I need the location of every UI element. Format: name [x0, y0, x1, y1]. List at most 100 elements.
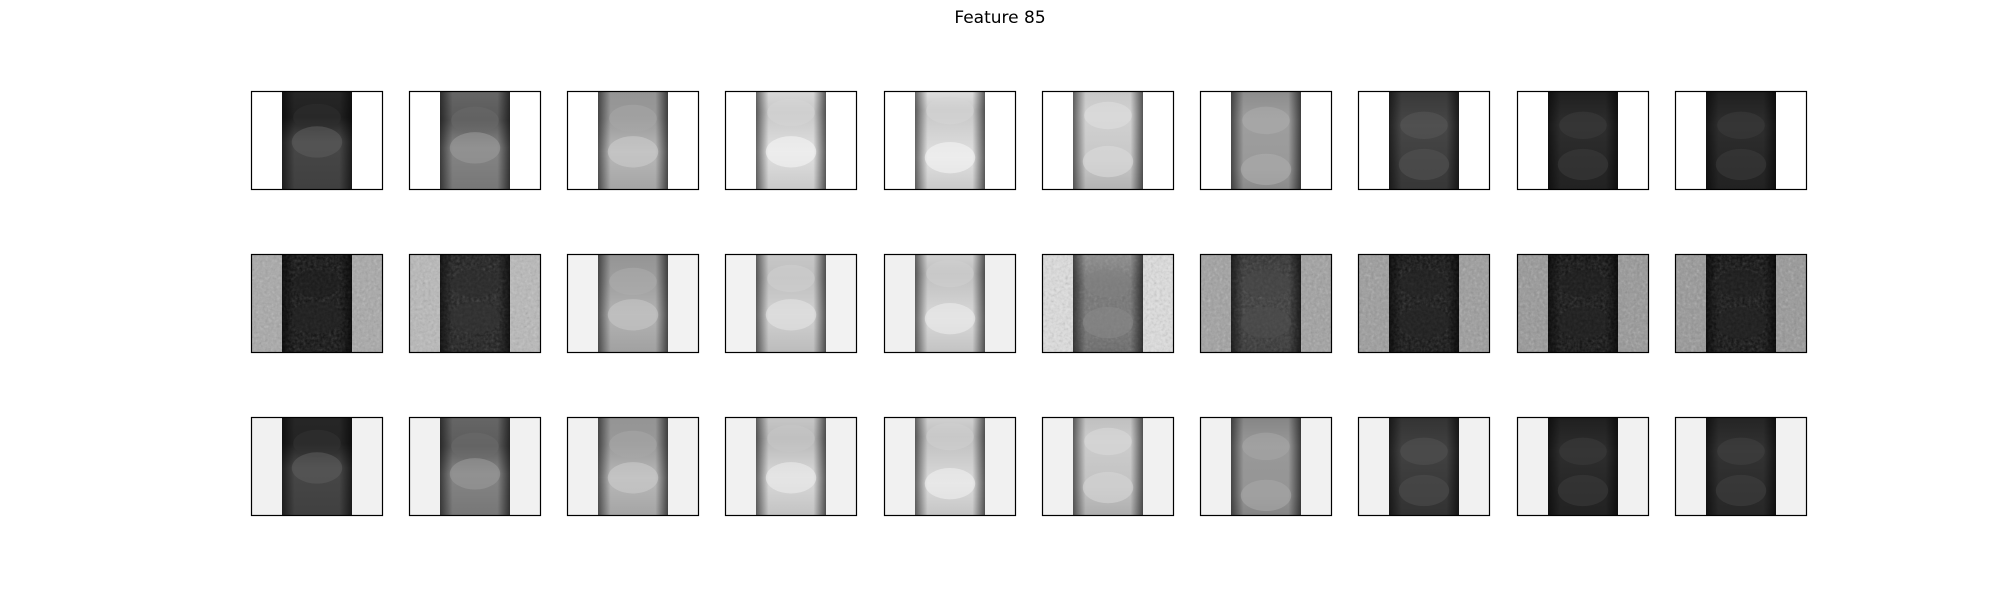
upper-lobe	[1717, 269, 1765, 298]
cell-frame	[1041, 416, 1175, 517]
lower-lobe	[1557, 306, 1609, 339]
cell-frame	[724, 253, 858, 354]
lower-lobe	[291, 452, 343, 484]
row-1-cell-10	[1674, 90, 1808, 191]
row-3-cell-10	[1674, 416, 1808, 517]
lower-lobe	[449, 458, 501, 490]
row-3-cell-3	[566, 416, 700, 517]
cell-frame	[1516, 90, 1650, 191]
cell-frame	[1199, 253, 1333, 354]
lower-lobe	[1398, 148, 1450, 181]
upper-lobe	[609, 267, 657, 296]
lower-lobe	[1715, 148, 1767, 181]
lower-lobe	[291, 126, 343, 158]
row-2-cell-4	[724, 253, 858, 354]
cell-frame	[1674, 90, 1808, 191]
row-1-cell-9	[1516, 90, 1650, 191]
lower-lobe	[924, 467, 976, 500]
row-1-cell-8	[1357, 90, 1491, 191]
upper-lobe	[1084, 427, 1132, 456]
lower-lobe	[291, 302, 343, 334]
cell-frame	[724, 90, 858, 191]
upper-lobe	[609, 430, 657, 459]
lower-lobe	[1082, 145, 1134, 178]
upper-lobe	[1559, 111, 1607, 140]
upper-lobe	[1717, 437, 1765, 466]
upper-lobe	[293, 429, 341, 458]
lower-lobe	[765, 462, 817, 494]
cell-frame	[883, 416, 1017, 517]
lower-lobe	[1715, 306, 1767, 339]
lower-lobe	[1398, 474, 1450, 507]
row-1-cell-2	[408, 90, 542, 191]
upper-lobe	[926, 422, 974, 451]
row-3-cell-8	[1357, 416, 1491, 517]
upper-lobe	[451, 432, 499, 461]
upper-lobe	[1717, 111, 1765, 140]
upper-lobe	[451, 269, 499, 298]
cell-frame	[566, 90, 700, 191]
upper-lobe	[1084, 269, 1132, 298]
row-3-cell-1	[250, 416, 384, 517]
lower-lobe	[1715, 474, 1767, 507]
lower-lobe	[1240, 153, 1292, 186]
row-2-cell-5	[883, 253, 1017, 354]
upper-lobe	[1242, 432, 1290, 461]
upper-lobe	[926, 96, 974, 125]
cell-frame	[566, 416, 700, 517]
row-2-cell-2	[408, 253, 542, 354]
upper-lobe	[609, 104, 657, 133]
cell-frame	[1516, 416, 1650, 517]
row-2-cell-6	[1041, 253, 1175, 354]
lower-lobe	[1557, 148, 1609, 181]
lower-lobe	[1240, 479, 1292, 512]
cell-frame	[1199, 90, 1333, 191]
cell-frame	[1357, 90, 1491, 191]
row-3-cell-2	[408, 416, 542, 517]
cell-frame	[1516, 253, 1650, 354]
row-1-cell-7	[1199, 90, 1333, 191]
upper-lobe	[1400, 111, 1448, 140]
cell-frame	[1357, 253, 1491, 354]
cell-frame	[1041, 253, 1175, 354]
upper-lobe	[1559, 269, 1607, 298]
row-1-cell-6	[1041, 90, 1175, 191]
cell-frame	[1674, 416, 1808, 517]
row-1-cell-5	[883, 90, 1017, 191]
row-2-cell-9	[1516, 253, 1650, 354]
upper-lobe	[293, 103, 341, 132]
upper-lobe	[1400, 437, 1448, 466]
lower-lobe	[924, 303, 976, 335]
upper-lobe	[1559, 437, 1607, 466]
cell-frame	[883, 90, 1017, 191]
lower-lobe	[607, 462, 659, 494]
lower-lobe	[607, 136, 659, 168]
row-2-cell-7	[1199, 253, 1333, 354]
lower-lobe	[1557, 474, 1609, 507]
cell-frame	[408, 253, 542, 354]
cell-frame	[250, 90, 384, 191]
upper-lobe	[1242, 269, 1290, 298]
cell-frame	[724, 416, 858, 517]
cell-frame	[408, 416, 542, 517]
upper-lobe	[1400, 269, 1448, 298]
row-2-cell-3	[566, 253, 700, 354]
cell-frame	[250, 416, 384, 517]
cell-frame	[250, 253, 384, 354]
cell-frame	[1357, 416, 1491, 517]
cell-frame	[1674, 253, 1808, 354]
upper-lobe	[451, 106, 499, 135]
upper-lobe	[767, 264, 815, 293]
figure-title: Feature 85	[954, 8, 1046, 28]
cell-frame	[883, 253, 1017, 354]
lower-lobe	[765, 299, 817, 331]
cell-frame	[408, 90, 542, 191]
row-1-cell-4	[724, 90, 858, 191]
lower-lobe	[765, 136, 817, 168]
lower-lobe	[449, 302, 501, 334]
row-3-cell-7	[1199, 416, 1333, 517]
row-1-cell-1	[250, 90, 384, 191]
row-3-cell-9	[1516, 416, 1650, 517]
row-1-cell-3	[566, 90, 700, 191]
